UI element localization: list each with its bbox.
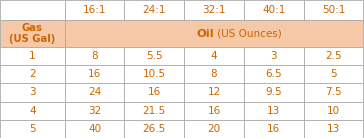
Text: 3: 3 bbox=[29, 87, 36, 97]
Text: 5: 5 bbox=[29, 124, 36, 134]
Bar bbox=[65, 120, 124, 138]
Text: 16: 16 bbox=[148, 87, 161, 97]
Bar bbox=[124, 83, 184, 102]
Text: 5.5: 5.5 bbox=[146, 51, 163, 61]
Text: 16: 16 bbox=[267, 124, 280, 134]
Text: 4: 4 bbox=[211, 51, 217, 61]
Text: 7.5: 7.5 bbox=[325, 87, 342, 97]
Text: 20: 20 bbox=[207, 124, 221, 134]
Bar bbox=[65, 0, 124, 20]
Bar bbox=[0, 65, 65, 83]
Text: Gas
(US Gal): Gas (US Gal) bbox=[9, 23, 56, 44]
Text: 8: 8 bbox=[91, 51, 98, 61]
Bar bbox=[184, 0, 244, 20]
Text: 16: 16 bbox=[88, 69, 101, 79]
Bar bbox=[0, 83, 65, 102]
Text: 6.5: 6.5 bbox=[265, 69, 282, 79]
Bar bbox=[0, 47, 65, 65]
Text: 4: 4 bbox=[29, 106, 36, 116]
Bar bbox=[0, 120, 65, 138]
Bar bbox=[65, 47, 124, 65]
Bar bbox=[124, 0, 184, 20]
Bar bbox=[0, 102, 65, 120]
Text: 16: 16 bbox=[207, 106, 221, 116]
Bar bbox=[244, 83, 304, 102]
Bar bbox=[304, 102, 363, 120]
Text: 13: 13 bbox=[267, 106, 280, 116]
Text: 40:1: 40:1 bbox=[262, 5, 285, 15]
Text: 32: 32 bbox=[88, 106, 101, 116]
Text: 16:1: 16:1 bbox=[83, 5, 106, 15]
Text: (US Ounces): (US Ounces) bbox=[214, 29, 282, 39]
Bar bbox=[304, 83, 363, 102]
Bar bbox=[244, 120, 304, 138]
Text: 3: 3 bbox=[270, 51, 277, 61]
Bar bbox=[184, 47, 244, 65]
Text: Oil: Oil bbox=[196, 29, 214, 39]
Text: 2: 2 bbox=[29, 69, 36, 79]
Bar bbox=[304, 65, 363, 83]
Bar bbox=[304, 0, 363, 20]
Text: 32:1: 32:1 bbox=[202, 5, 226, 15]
Text: 12: 12 bbox=[207, 87, 221, 97]
Text: 9.5: 9.5 bbox=[265, 87, 282, 97]
Bar bbox=[184, 83, 244, 102]
Text: 2.5: 2.5 bbox=[325, 51, 342, 61]
Text: 10.5: 10.5 bbox=[143, 69, 166, 79]
Bar bbox=[244, 102, 304, 120]
Bar bbox=[65, 102, 124, 120]
Bar bbox=[184, 102, 244, 120]
Bar bbox=[65, 83, 124, 102]
Text: 26.5: 26.5 bbox=[143, 124, 166, 134]
Text: 24: 24 bbox=[88, 87, 101, 97]
Text: 40: 40 bbox=[88, 124, 101, 134]
Bar bbox=[65, 65, 124, 83]
Text: 1: 1 bbox=[29, 51, 36, 61]
Bar bbox=[184, 120, 244, 138]
Bar bbox=[304, 47, 363, 65]
Bar bbox=[124, 47, 184, 65]
Text: 5: 5 bbox=[330, 69, 337, 79]
Bar bbox=[244, 0, 304, 20]
Bar bbox=[244, 47, 304, 65]
Text: 8: 8 bbox=[211, 69, 217, 79]
Bar bbox=[304, 120, 363, 138]
Text: 50:1: 50:1 bbox=[322, 5, 345, 15]
Bar bbox=[0, 20, 65, 47]
Text: 10: 10 bbox=[327, 106, 340, 116]
Bar bbox=[124, 102, 184, 120]
Bar bbox=[184, 65, 244, 83]
Bar bbox=[124, 65, 184, 83]
Bar bbox=[124, 120, 184, 138]
Text: 21.5: 21.5 bbox=[143, 106, 166, 116]
Text: 24:1: 24:1 bbox=[143, 5, 166, 15]
Bar bbox=[0, 0, 65, 20]
Bar bbox=[244, 65, 304, 83]
Text: 13: 13 bbox=[327, 124, 340, 134]
Bar bbox=[65, 20, 363, 47]
